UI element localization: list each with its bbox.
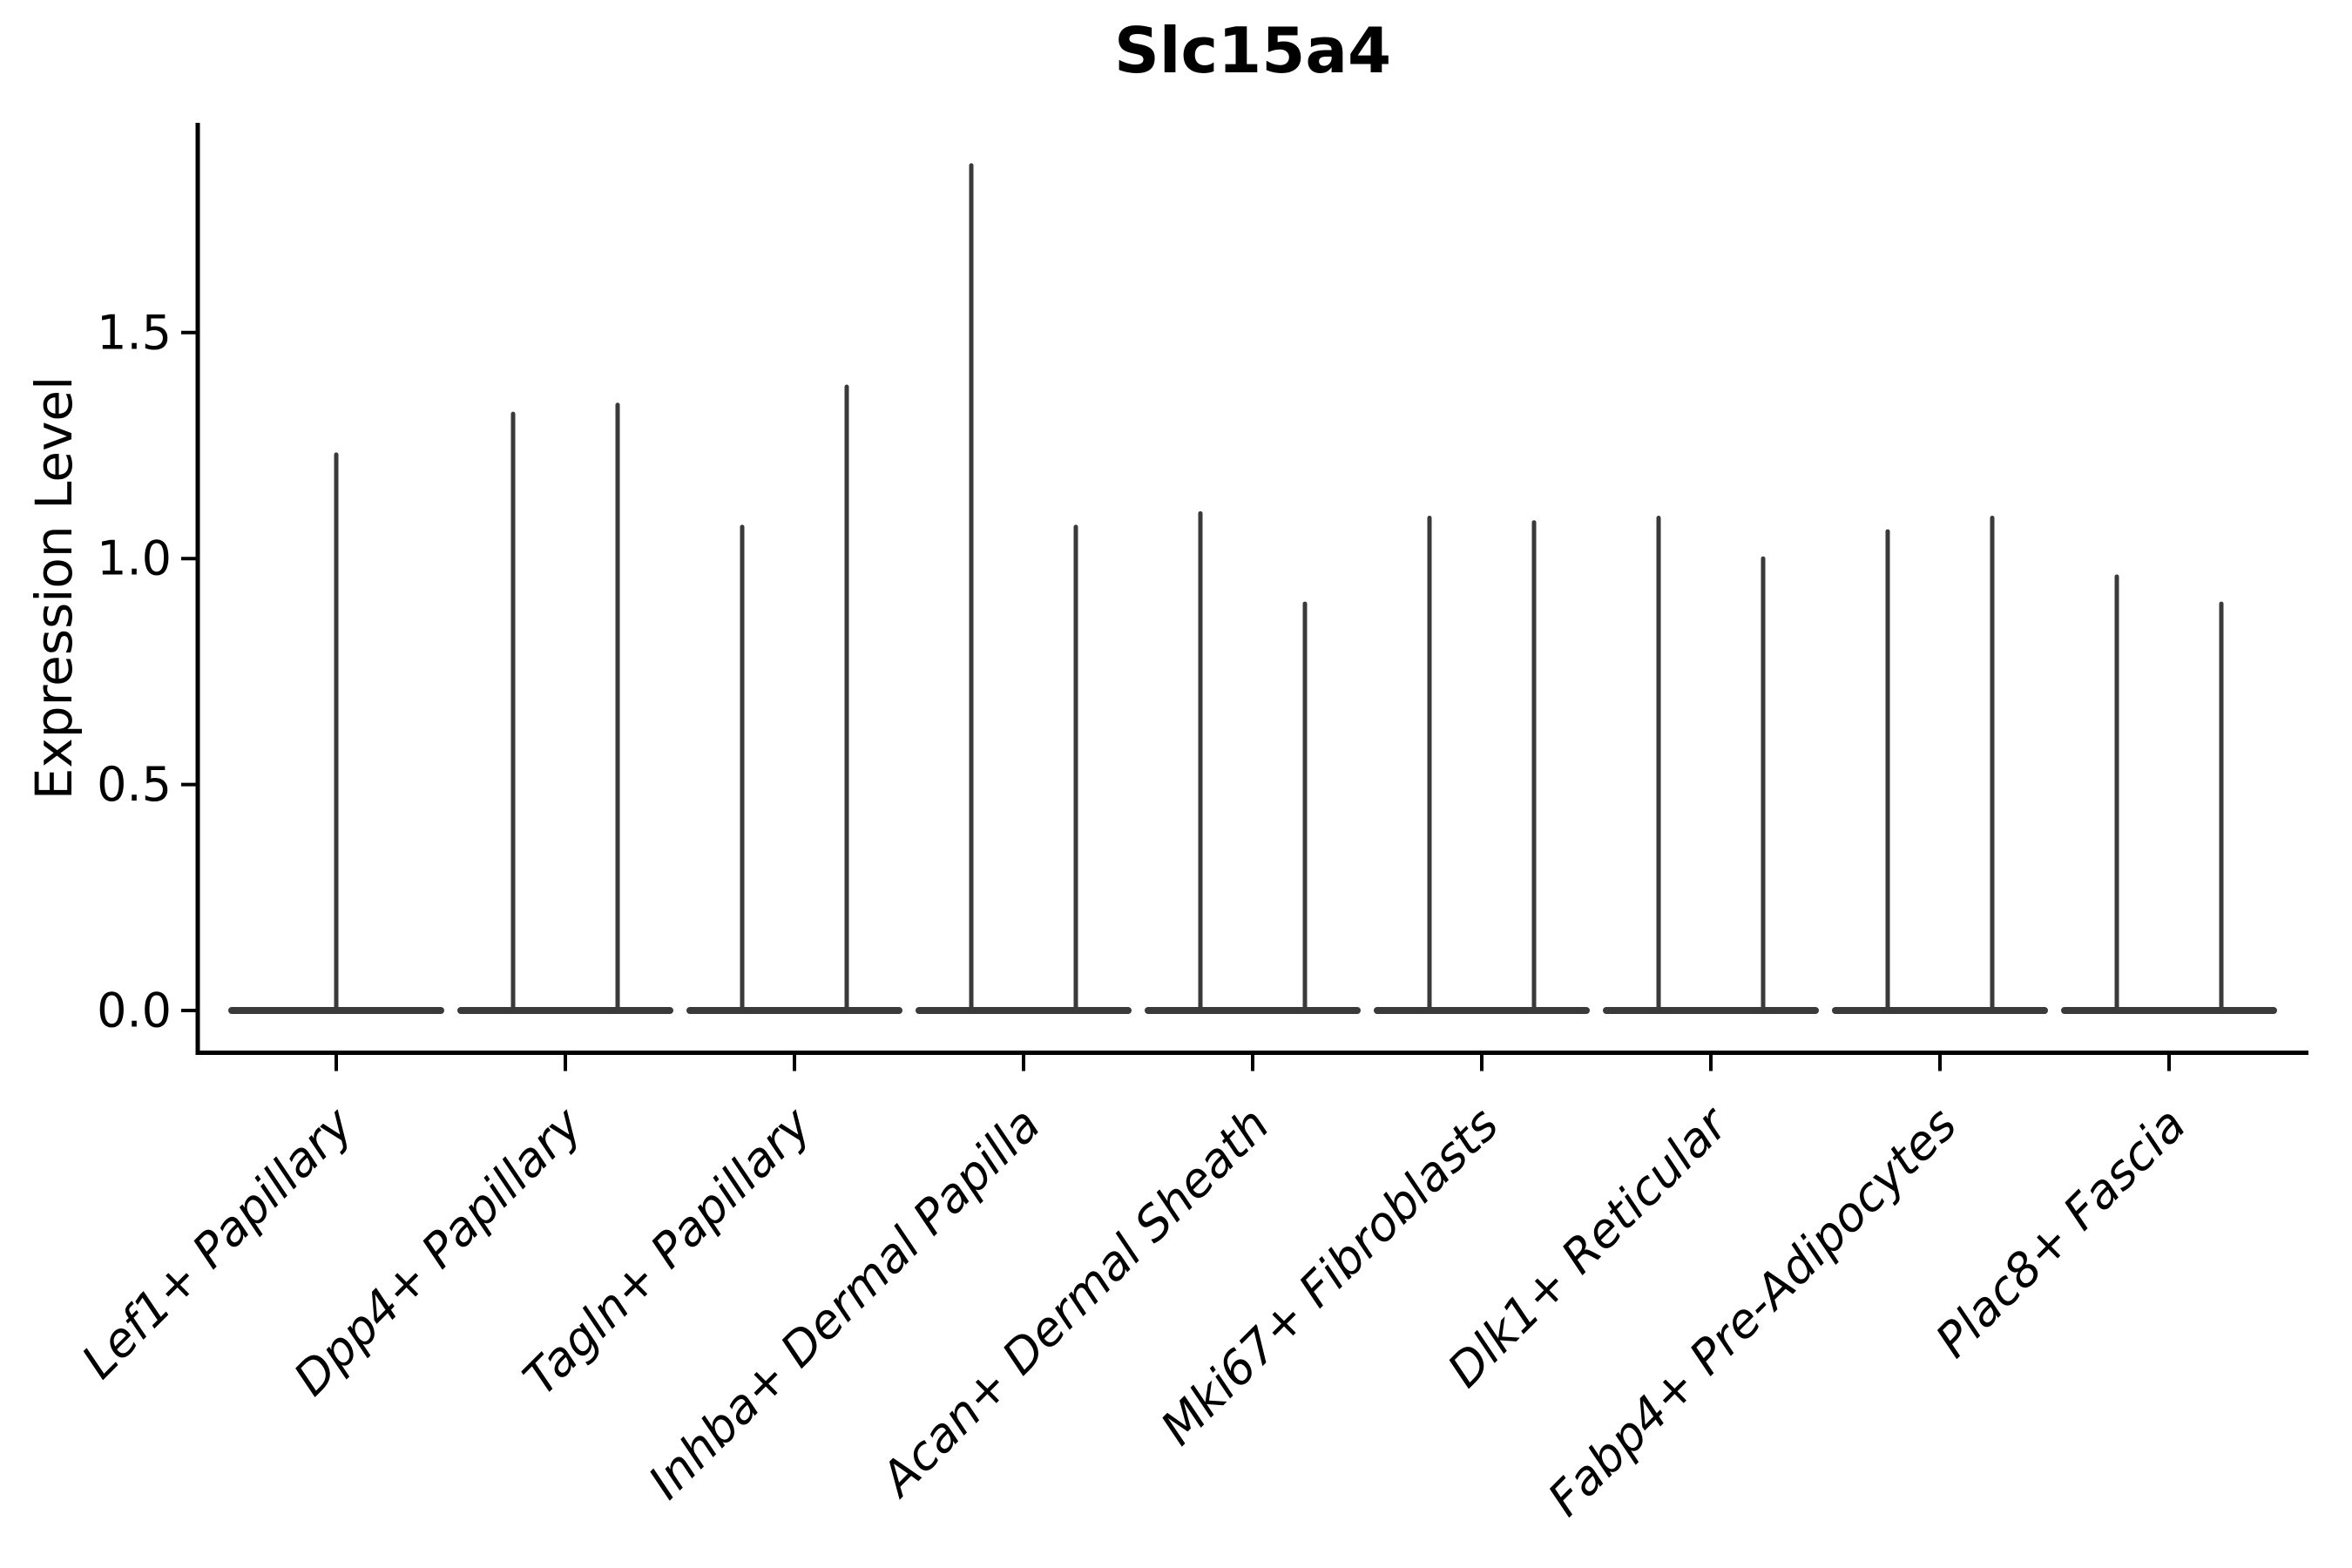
x-tick-label: Fabp4+ Pre-Adipocytes xyxy=(1538,1097,1967,1526)
y-tick-label: 1.0 xyxy=(97,531,172,586)
y-tick-label: 0.5 xyxy=(97,757,172,812)
x-tick-label: Inhba+ Dermal Papilla xyxy=(638,1097,1051,1510)
y-tick-label: 1.5 xyxy=(97,305,172,360)
x-tick-label: Plac8+ Fascia xyxy=(1925,1097,2196,1368)
x-tick-label: Acan+ Dermal Sheath xyxy=(868,1097,1280,1508)
chart-title: Slc15a4 xyxy=(1113,14,1392,87)
y-tick-label: 0.0 xyxy=(97,983,172,1038)
